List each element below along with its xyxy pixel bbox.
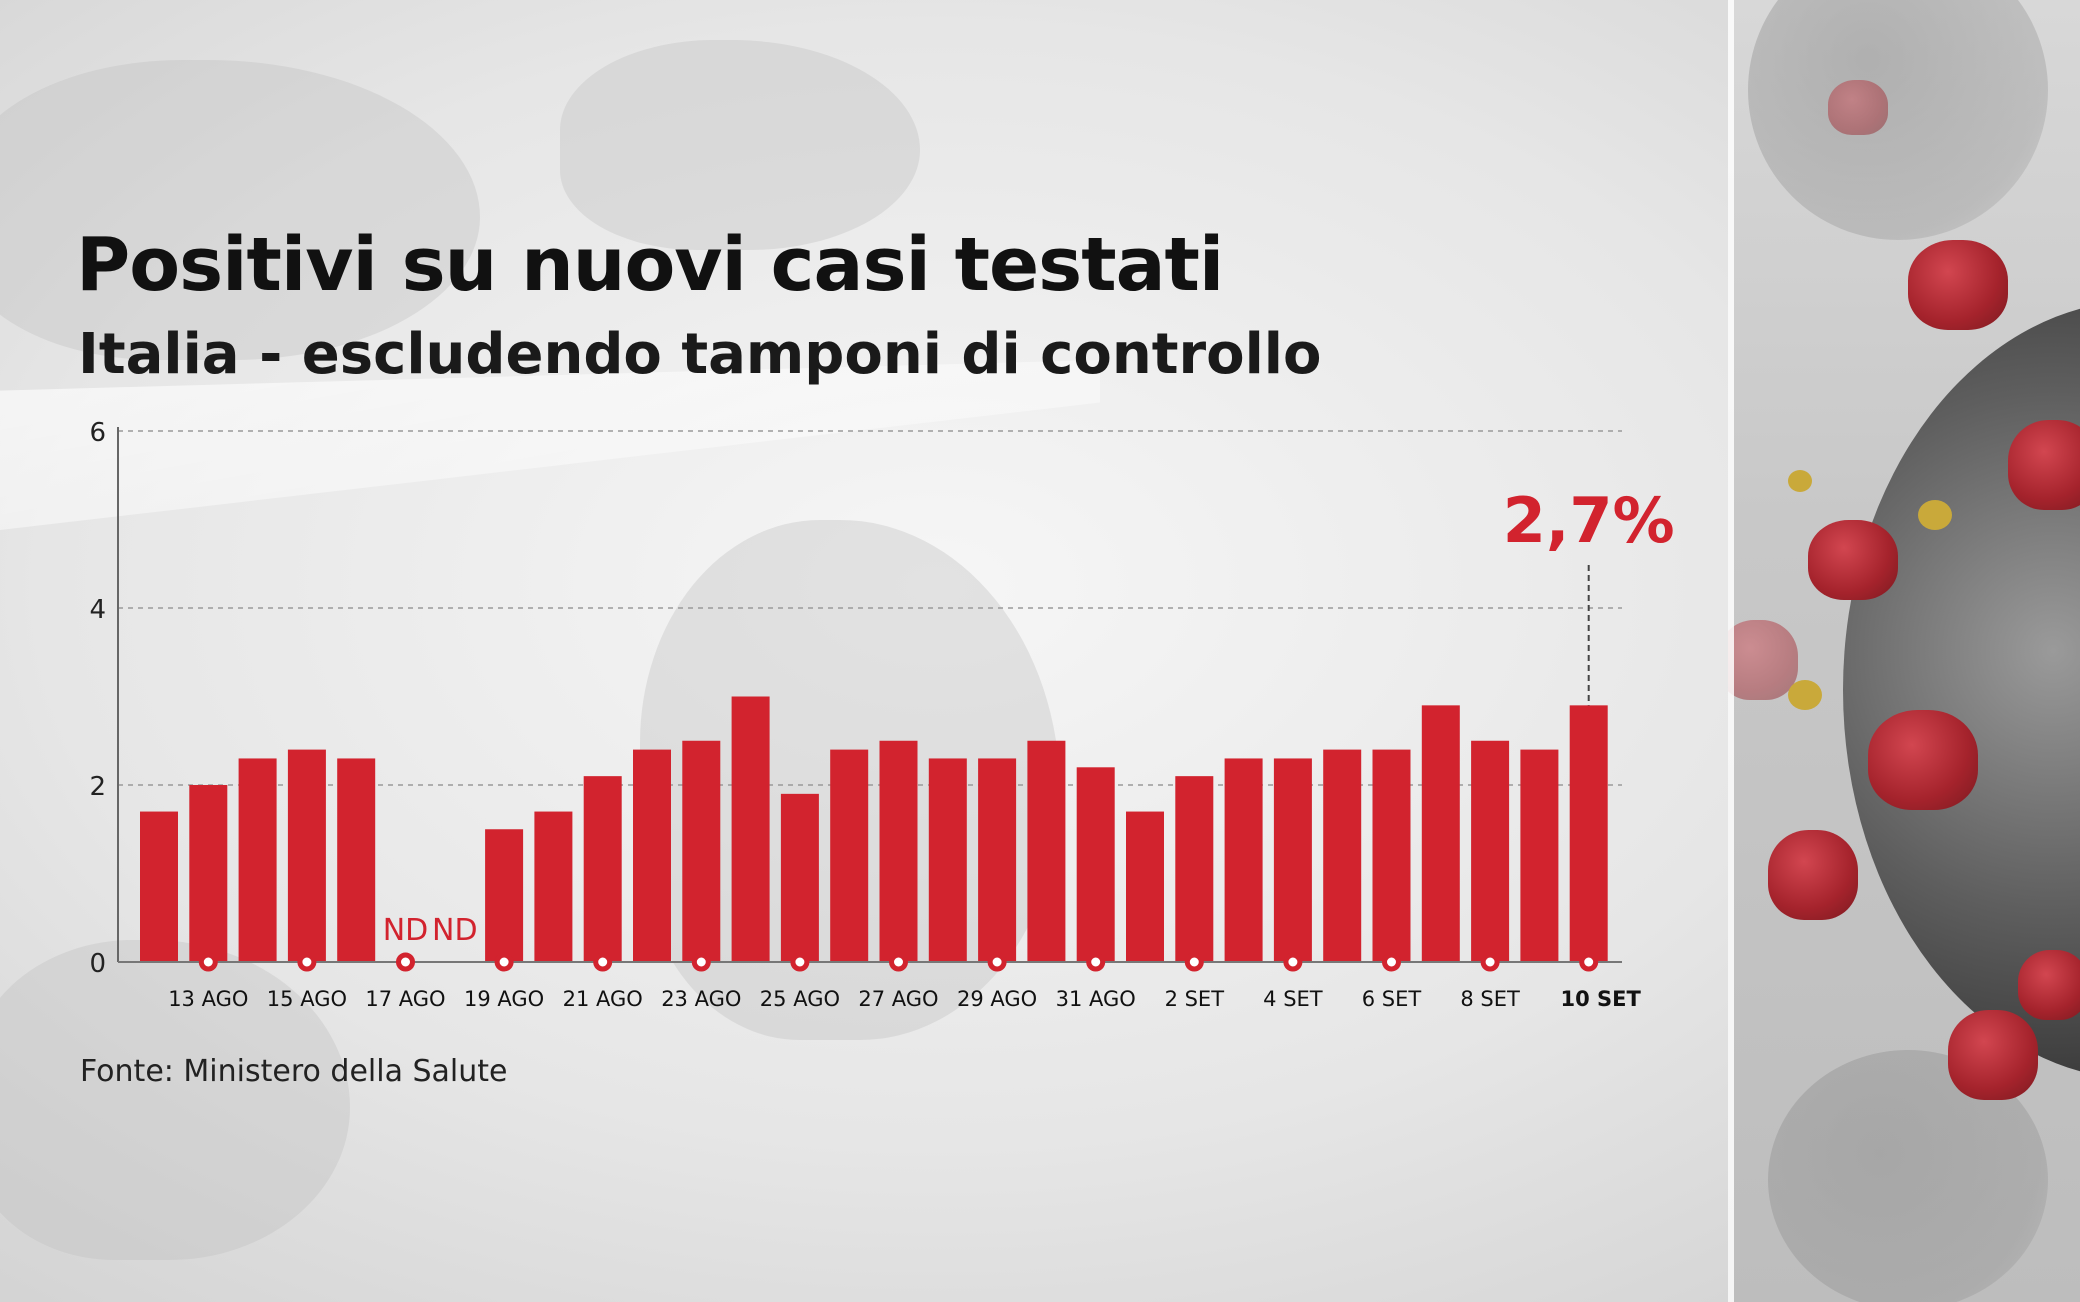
bar (1323, 749, 1362, 962)
background-map-shape (0, 940, 350, 1260)
bar (238, 758, 277, 962)
x-tick-label: 6 SET (1362, 987, 1422, 1011)
bar (140, 811, 178, 962)
bar (534, 811, 573, 962)
virus-spike (1868, 710, 1978, 810)
x-tick-marker (1480, 952, 1500, 972)
bar (583, 776, 622, 962)
bar (633, 749, 671, 962)
bar (1175, 776, 1214, 962)
virus-spike (1908, 240, 2008, 330)
y-tick-label: 2 (89, 772, 106, 802)
x-tick-marker (297, 952, 317, 972)
bar (978, 758, 1017, 962)
x-tick-label: 23 AGO (661, 987, 741, 1011)
x-tick-label: 17 AGO (365, 987, 445, 1011)
x-tick-label: 8 SET (1460, 987, 1520, 1011)
x-tick-label: 2 SET (1165, 987, 1225, 1011)
source-note: Fonte: Ministero della Salute (80, 1054, 508, 1089)
bar (1126, 811, 1164, 962)
bar (682, 740, 721, 962)
virus-spike (1728, 620, 1798, 700)
y-tick-label: 6 (89, 418, 106, 448)
bar (1224, 758, 1263, 962)
chart-title: Positivi su nuovi casi testati (76, 222, 1224, 308)
x-tick-label: 19 AGO (464, 987, 544, 1011)
x-tick-marker (691, 952, 711, 972)
virus-protein (1918, 500, 1952, 530)
x-tick-marker (1184, 952, 1204, 972)
bar (1372, 749, 1411, 962)
x-tick-marker (1382, 952, 1401, 972)
bar (1520, 749, 1559, 962)
highlight-value-label: 2,7% (1503, 484, 1675, 557)
x-tick-marker (396, 952, 415, 972)
y-tick-label: 4 (89, 595, 106, 625)
bar (780, 793, 819, 962)
x-tick-label: 15 AGO (267, 987, 347, 1011)
panel-divider (1728, 0, 1734, 1302)
bar (879, 740, 918, 962)
y-tick-label: 0 (89, 949, 106, 979)
x-tick-marker (198, 952, 218, 972)
bar (189, 785, 228, 962)
x-tick-marker (1579, 952, 1599, 972)
bar (1273, 758, 1312, 962)
bar (731, 696, 770, 962)
x-tick-label: 31 AGO (1056, 987, 1136, 1011)
missing-value-label: ND (432, 913, 478, 948)
bar (485, 829, 524, 962)
bar (337, 758, 376, 962)
virus-protein (1788, 680, 1822, 710)
bar (830, 749, 869, 962)
bar (1076, 767, 1115, 962)
virus-spike (2018, 950, 2080, 1020)
x-tick-marker (494, 952, 514, 972)
bar (1421, 705, 1460, 962)
virus-spike (1768, 830, 1858, 920)
x-tick-marker (790, 952, 810, 972)
bar (287, 749, 326, 962)
background-map-shape (0, 60, 480, 360)
x-tick-marker (889, 952, 908, 972)
virus-spike (2008, 420, 2080, 510)
x-tick-label: 4 SET (1263, 987, 1323, 1011)
bar (1569, 705, 1608, 962)
x-tick-marker (1283, 952, 1303, 972)
virus-spike (1948, 1010, 2038, 1100)
virus-ghost (1748, 0, 2048, 240)
x-tick-marker (1086, 952, 1106, 972)
x-tick-label: 21 AGO (563, 987, 643, 1011)
virus-spike (1828, 80, 1888, 135)
x-tick-label: 29 AGO (957, 987, 1037, 1011)
virus-protein (1788, 470, 1812, 492)
x-tick-label: 10 SET (1561, 987, 1642, 1011)
x-tick-label: 25 AGO (760, 987, 840, 1011)
bar (1471, 740, 1510, 962)
missing-value-label: ND (383, 913, 429, 948)
x-tick-marker (987, 952, 1007, 972)
x-tick-label: 13 AGO (168, 987, 248, 1011)
background-map-shape (560, 40, 920, 250)
chart-subtitle: Italia - escludendo tamponi di controllo (78, 322, 1322, 387)
virus-spike (1808, 520, 1898, 600)
virus-illustration (1728, 0, 2080, 1302)
bar (1027, 740, 1066, 962)
bar (928, 758, 967, 962)
x-tick-marker (593, 952, 613, 972)
x-tick-label: 27 AGO (858, 987, 938, 1011)
